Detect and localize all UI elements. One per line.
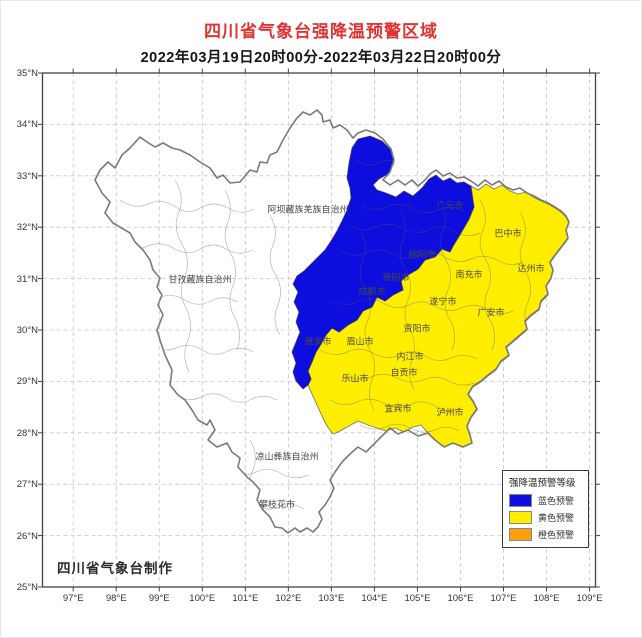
region-label: 阿坝藏族羌族自治州 <box>267 204 349 215</box>
lat-axis-label: 28°N <box>16 427 38 439</box>
legend-swatch-orange_warning <box>509 528 532 541</box>
lon-axis-label: 99°E <box>148 593 170 604</box>
lat-axis-label: 30°N <box>16 325 38 336</box>
legend-rows: 蓝色预警黄色预警橙色预警 <box>509 492 588 543</box>
lon-axis-label: 109°E <box>576 593 603 604</box>
lat-axis-label: 25°N <box>16 582 38 593</box>
region-label: 甘孜藏族自治州 <box>168 274 232 285</box>
region-label: 泸州市 <box>436 407 464 418</box>
legend-swatch-yellow_warning <box>509 511 532 524</box>
region-label: 凉山彝族自治州 <box>255 451 319 462</box>
legend-item-label: 蓝色预警 <box>538 496 575 506</box>
lat-axis-label: 29°N <box>16 376 38 388</box>
lon-axis-label: 108°E <box>533 593 560 604</box>
region-label: 南充市 <box>455 269 483 280</box>
legend-item: 橙色预警 <box>509 526 588 543</box>
region-label: 宜宾市 <box>384 403 412 414</box>
region-label: 内江市 <box>396 351 424 362</box>
lon-axis-label: 98°E <box>105 593 127 604</box>
region-label: 绵阳市 <box>408 249 436 260</box>
lon-axis-label: 103°E <box>318 593 345 604</box>
legend-item: 黄色预警 <box>509 509 588 526</box>
region-label: 成都市 <box>358 286 386 297</box>
region-label: 乐山市 <box>341 373 369 384</box>
region-label: 眉山市 <box>346 336 374 347</box>
province-outline <box>94 109 570 534</box>
region-label: 自贡市 <box>390 367 418 378</box>
legend-item-label: 橙色预警 <box>538 530 575 540</box>
lon-axis-label: 101°E <box>232 593 259 604</box>
region-label: 遂宁市 <box>429 296 457 307</box>
axis-ticks <box>38 68 600 592</box>
legend-title: 强降温预警等级 <box>509 478 576 489</box>
lon-axis-label: 106°E <box>447 593 474 604</box>
region-label: 德阳市 <box>382 272 410 283</box>
legend-item-label: 黄色预警 <box>538 513 575 523</box>
region-label: 广安市 <box>477 307 505 318</box>
lat-axis-label: 34°N <box>16 119 38 131</box>
lat-axis-label: 26°N <box>16 530 38 542</box>
lat-axis-label: 32°N <box>16 222 38 234</box>
lon-axis-label: 100°E <box>189 593 216 604</box>
lat-axis-label: 33°N <box>16 170 38 182</box>
lon-axis-label: 97°E <box>62 593 84 604</box>
region-label: 达州市 <box>517 263 545 274</box>
page-title: 四川省气象台强降温预警区域 <box>204 22 438 41</box>
blue-warning-region <box>291 135 475 390</box>
region-label: 雅安市 <box>304 336 332 347</box>
region-label: 攀枝花市 <box>258 499 296 510</box>
validity-period: 2022年03月19日20时00分-2022年03月22日20时00分 <box>140 50 502 66</box>
region-label: 广元市 <box>436 200 464 211</box>
lat-axis-label: 31°N <box>16 273 38 285</box>
lat-axis-label: 35°N <box>16 68 38 79</box>
legend: 强降温预警等级 蓝色预警黄色预警橙色预警 <box>502 470 589 548</box>
legend-item: 蓝色预警 <box>509 492 588 509</box>
region-label: 巴中市 <box>494 228 522 239</box>
credit-text: 四川省气象台制作 <box>57 561 173 576</box>
lon-axis-label: 102°E <box>275 593 302 604</box>
region-label: 资阳市 <box>403 323 431 334</box>
legend-swatch-blue_warning <box>509 494 532 507</box>
lat-axis-label: 27°N <box>16 479 38 491</box>
lon-axis-label: 104°E <box>361 593 388 604</box>
lon-axis-label: 105°E <box>404 593 431 604</box>
lon-axis-label: 107°E <box>490 593 517 604</box>
